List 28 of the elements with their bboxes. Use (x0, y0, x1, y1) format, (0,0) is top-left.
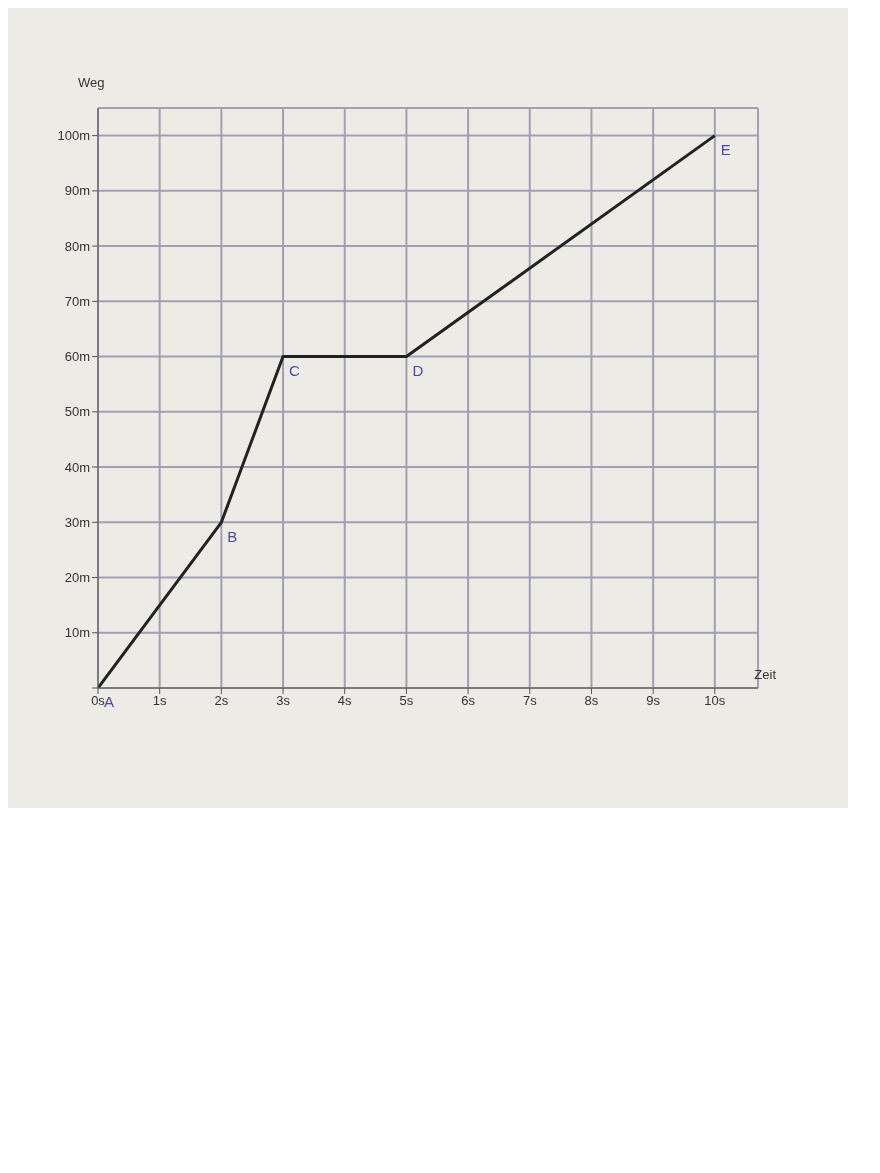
x-tick-label: 7s (522, 693, 538, 709)
x-tick-label: 4s (337, 693, 353, 709)
annotation: B (227, 527, 238, 545)
x-tick-label: 1s (152, 693, 168, 709)
x-tick-label: 6s (461, 693, 476, 709)
y-axis-title: Weg (78, 75, 105, 91)
y-tick-label: 90m (64, 183, 90, 199)
y-tick-label: 40m (64, 459, 90, 475)
y-tick-label: 50m (64, 404, 90, 420)
x-tick-label: 5s (399, 693, 414, 709)
y-tick-label: 20m (64, 570, 90, 586)
x-tick-label: 8s (584, 693, 599, 709)
annotation: E (720, 140, 731, 158)
x-tick-label: 3s (276, 693, 291, 709)
annotation: C (289, 361, 301, 379)
x-axis-title: Zeit (754, 667, 777, 683)
y-tick-label: 30m (64, 514, 90, 530)
annotation: A (104, 693, 115, 711)
x-tick-label: 10s (704, 693, 726, 709)
annotation: D (412, 361, 424, 379)
y-tick-label: 100m (57, 128, 90, 144)
x-tick-label: 9s (646, 693, 661, 709)
y-tick-label: 70m (64, 293, 90, 309)
line-series (98, 134, 717, 688)
y-tick-label: 10m (64, 625, 90, 641)
y-tick-label: 80m (64, 238, 90, 254)
y-tick-label: 60m (64, 349, 90, 365)
x-tick-label: 2s (214, 693, 229, 709)
